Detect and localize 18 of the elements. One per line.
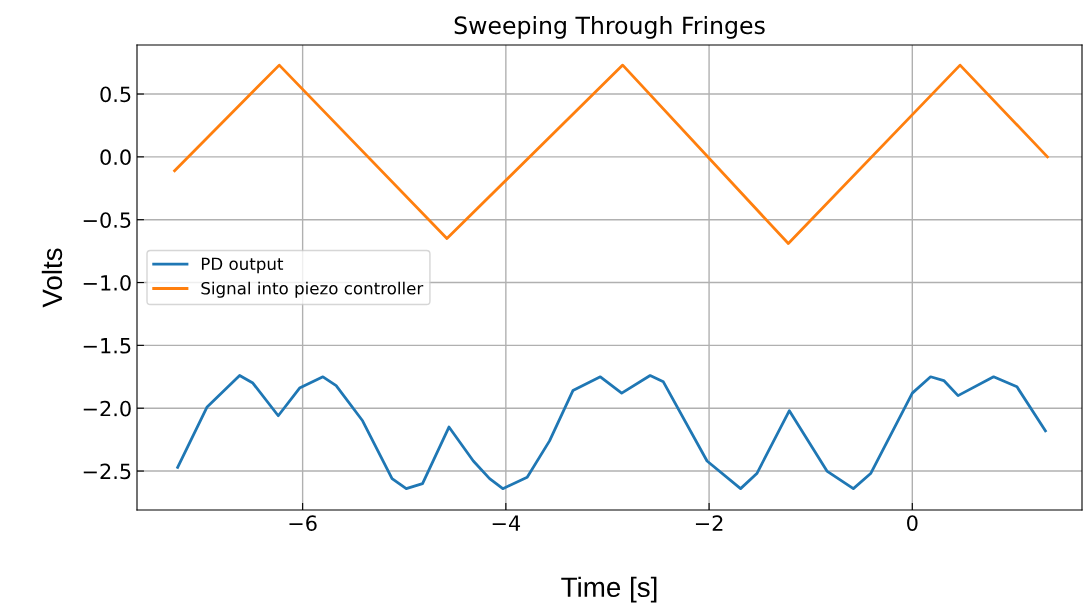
x-tick-label: −4: [492, 515, 521, 531]
legend-label: Signal into piezo controller: [201, 281, 424, 298]
line-series: [173, 63, 1049, 245]
y-axis-title: Volts: [41, 248, 63, 308]
y-tick-label: 0.5: [100, 86, 131, 103]
y-tick-label: −1.5: [83, 338, 131, 354]
chart-title: Sweeping Through Fringes: [454, 15, 765, 39]
y-tick-label: −2.0: [83, 400, 131, 417]
y-tick-label: −1.0: [83, 274, 131, 291]
y-tick-label: 0.0: [100, 149, 131, 166]
y-tick-label: −2.5: [83, 463, 131, 480]
x-tick-label: −2: [695, 515, 723, 531]
x-axis-title: Time [s]: [561, 576, 657, 603]
legend-label: PD output: [201, 257, 284, 274]
x-tick-label: 0: [907, 515, 918, 531]
x-tick-label: −6: [289, 515, 317, 531]
line-series: [176, 374, 1047, 491]
y-tick-label: −0.5: [83, 212, 131, 228]
